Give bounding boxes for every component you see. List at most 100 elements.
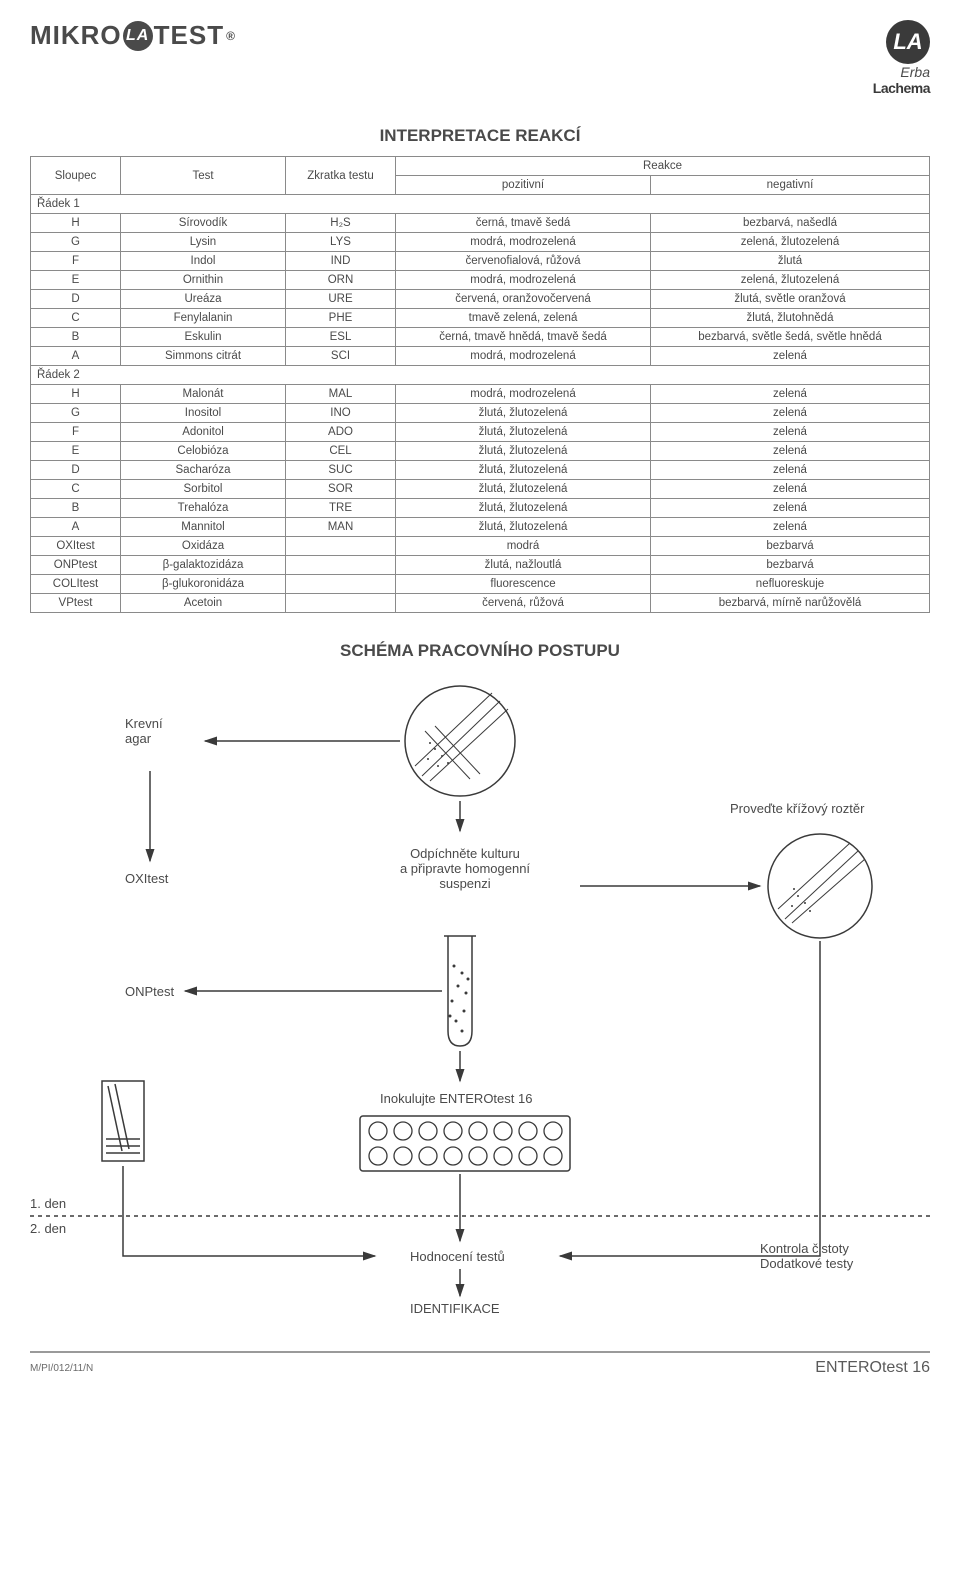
brand-lachema: Lachema — [873, 80, 930, 96]
table-cell: zelená — [651, 442, 930, 461]
label-krevni-agar: Krevní agar — [125, 716, 163, 746]
table-cell: žlutá, žlutozelená — [396, 442, 651, 461]
brand-text-2: TEST — [154, 20, 224, 51]
table-cell: bezbarvá — [651, 537, 930, 556]
table-cell: Mannitol — [121, 518, 286, 537]
table-cell: červenofialová, růžová — [396, 252, 651, 271]
table-cell: Ornithin — [121, 271, 286, 290]
table-cell: černá, tmavě šedá — [396, 214, 651, 233]
table-cell: INO — [286, 404, 396, 423]
table-cell — [286, 556, 396, 575]
label-hodnoceni: Hodnocení testů — [410, 1249, 505, 1264]
th-zkratka: Zkratka testu — [286, 157, 396, 195]
table-row: CSorbitolSORžlutá, žlutozelenázelená — [31, 480, 930, 499]
label-oxitest: OXItest — [125, 871, 168, 886]
table-cell: Fenylalanin — [121, 309, 286, 328]
brand-reg: ® — [226, 29, 236, 43]
label-provedte: Proveďte křížový roztěr — [730, 801, 864, 816]
table-row: ONPtestβ-galaktozidázažlutá, nažloutlábe… — [31, 556, 930, 575]
th-reakce: Reakce — [396, 157, 930, 176]
table-cell: A — [31, 518, 121, 537]
table-cell: zelená — [651, 499, 930, 518]
label-den1: 1. den — [30, 1196, 66, 1211]
table-row: ASimmons citrátSCImodrá, modrozelenázele… — [31, 347, 930, 366]
table-cell: ORN — [286, 271, 396, 290]
table-cell: zelená — [651, 461, 930, 480]
brand-erba: Erba — [900, 64, 930, 80]
table-cell: Acetoin — [121, 594, 286, 613]
table-cell: bezbarvá, našedlá — [651, 214, 930, 233]
table-row: CFenylalaninPHEtmavě zelená, zelenážlutá… — [31, 309, 930, 328]
table-cell: C — [31, 480, 121, 499]
table-cell: ESL — [286, 328, 396, 347]
table-row: COLItestβ-glukoronidázafluorescenceneflu… — [31, 575, 930, 594]
brand-text-1: MIKRO — [30, 20, 122, 51]
table-row: DSacharózaSUCžlutá, žlutozelenázelená — [31, 461, 930, 480]
table-cell — [286, 537, 396, 556]
th-pozitivni: pozitivní — [396, 176, 651, 195]
table-cell: β-glukoronidáza — [121, 575, 286, 594]
table-cell: MAN — [286, 518, 396, 537]
table-cell: žlutá, žlutozelená — [396, 499, 651, 518]
table-cell: C — [31, 309, 121, 328]
table-cell: zelená — [651, 385, 930, 404]
table-cell: H — [31, 385, 121, 404]
th-negativni: negativní — [651, 176, 930, 195]
schema-title: SCHÉMA PRACOVNÍHO POSTUPU — [30, 641, 930, 661]
table-cell: Celobióza — [121, 442, 286, 461]
table-cell: MAL — [286, 385, 396, 404]
table-cell: D — [31, 290, 121, 309]
table-cell: CEL — [286, 442, 396, 461]
table-cell: URE — [286, 290, 396, 309]
table-cell: Malonát — [121, 385, 286, 404]
table-cell: β-galaktozidáza — [121, 556, 286, 575]
table-cell: B — [31, 499, 121, 518]
table-cell: žlutá, žlutozelená — [396, 461, 651, 480]
table-cell: A — [31, 347, 121, 366]
table-cell: tmavě zelená, zelená — [396, 309, 651, 328]
table-cell: bezbarvá, světle šedá, světle hnědá — [651, 328, 930, 347]
table-cell: Indol — [121, 252, 286, 271]
table-row: GLysinLYSmodrá, modrozelenázelená, žluto… — [31, 233, 930, 252]
label-den2: 2. den — [30, 1221, 66, 1236]
table-cell: Lysin — [121, 233, 286, 252]
table-row: EOrnithinORNmodrá, modrozelenázelená, žl… — [31, 271, 930, 290]
table-cell: E — [31, 442, 121, 461]
table-cell: modrá, modrozelená — [396, 347, 651, 366]
table-cell: F — [31, 423, 121, 442]
table-cell: ADO — [286, 423, 396, 442]
table-cell: žlutá, nažloutlá — [396, 556, 651, 575]
table-cell: B — [31, 328, 121, 347]
table-cell: LYS — [286, 233, 396, 252]
footer-product: ENTEROtest 16 — [815, 1359, 930, 1377]
footer-code: M/PI/012/11/N — [30, 1363, 93, 1374]
table-cell: žlutá, žlutozelená — [396, 480, 651, 499]
page-footer: M/PI/012/11/N ENTEROtest 16 — [30, 1351, 930, 1377]
table-cell: červená, růžová — [396, 594, 651, 613]
table-cell: zelená, žlutozelená — [651, 271, 930, 290]
table-cell: Ureáza — [121, 290, 286, 309]
table-cell: Trehalóza — [121, 499, 286, 518]
table-cell: F — [31, 252, 121, 271]
table-cell: Sacharóza — [121, 461, 286, 480]
table-cell: červená, oranžovočervená — [396, 290, 651, 309]
table-cell: modrá, modrozelená — [396, 233, 651, 252]
table-cell: Adonitol — [121, 423, 286, 442]
table-cell: Inositol — [121, 404, 286, 423]
table-row: FIndolINDčervenofialová, růžovážlutá — [31, 252, 930, 271]
table-row: AMannitolMANžlutá, žlutozelenázelená — [31, 518, 930, 537]
table-cell: zelená — [651, 347, 930, 366]
brand-right: LA Erba Lachema — [873, 20, 930, 96]
table-cell: zelená — [651, 423, 930, 442]
table-cell: Sírovodík — [121, 214, 286, 233]
table-cell: Simmons citrát — [121, 347, 286, 366]
table-cell: modrá, modrozelená — [396, 271, 651, 290]
table-title: INTERPRETACE REAKCÍ — [30, 126, 930, 146]
table-row: VPtestAcetoinčervená, růžovábezbarvá, mí… — [31, 594, 930, 613]
table-cell: žlutá, žlutozelená — [396, 423, 651, 442]
table-cell: H — [31, 214, 121, 233]
table-row: BEskulinESLčerná, tmavě hnědá, tmavě šed… — [31, 328, 930, 347]
reactions-table: Sloupec Test Zkratka testu Reakce poziti… — [30, 156, 930, 613]
table-cell: žlutá, žlutozelená — [396, 404, 651, 423]
table-row: HMalonátMALmodrá, modrozelenázelená — [31, 385, 930, 404]
